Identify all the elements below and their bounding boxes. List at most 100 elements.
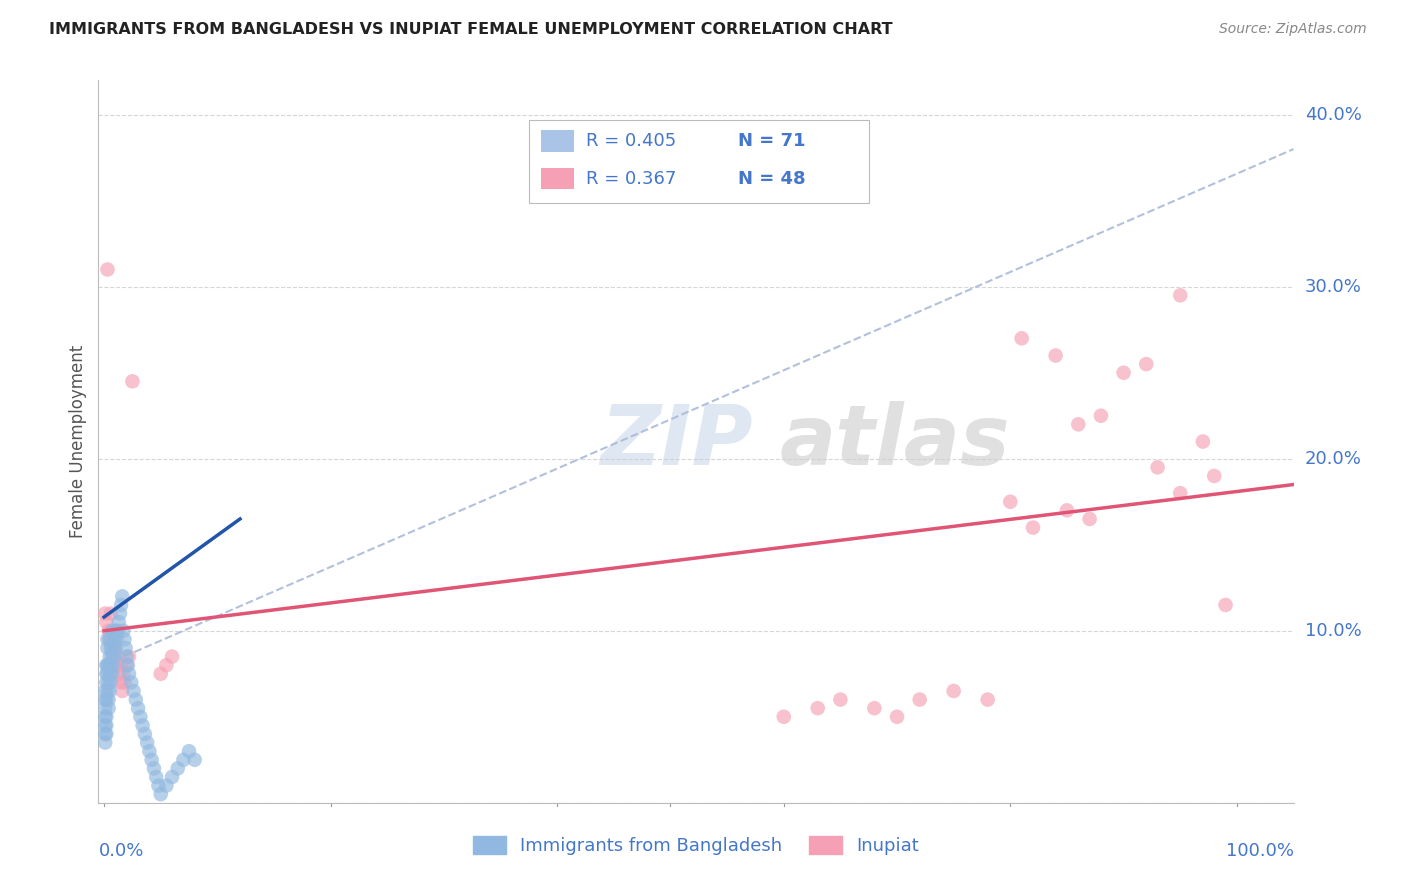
Point xyxy=(142,761,165,775)
Point xyxy=(101,658,124,673)
Point xyxy=(101,624,124,638)
Point xyxy=(183,753,205,767)
Point xyxy=(96,658,118,673)
Point xyxy=(134,727,156,741)
Point xyxy=(172,753,194,767)
Text: 30.0%: 30.0% xyxy=(1305,277,1361,296)
Point xyxy=(100,607,122,621)
Point xyxy=(1067,417,1090,432)
Point xyxy=(118,649,141,664)
Text: N = 71: N = 71 xyxy=(738,132,806,150)
Text: IMMIGRANTS FROM BANGLADESH VS INUPIAT FEMALE UNEMPLOYMENT CORRELATION CHART: IMMIGRANTS FROM BANGLADESH VS INUPIAT FE… xyxy=(49,22,893,37)
Point xyxy=(96,675,118,690)
Point xyxy=(120,675,142,690)
Point xyxy=(121,375,143,389)
Point xyxy=(107,649,129,664)
Point xyxy=(114,640,136,655)
Point xyxy=(1146,460,1168,475)
Point xyxy=(1168,288,1191,302)
Point xyxy=(115,649,138,664)
Point xyxy=(1045,349,1067,363)
Point xyxy=(103,649,125,664)
Point xyxy=(104,640,127,655)
Legend: Immigrants from Bangladesh, Inupiat: Immigrants from Bangladesh, Inupiat xyxy=(465,829,927,863)
Point xyxy=(96,640,118,655)
Point xyxy=(101,640,124,655)
Point xyxy=(96,666,118,681)
Point xyxy=(1011,331,1033,345)
Point xyxy=(94,692,117,706)
Point xyxy=(908,692,931,706)
Point xyxy=(110,598,132,612)
Point xyxy=(1135,357,1157,371)
Text: ZIP: ZIP xyxy=(600,401,754,482)
Text: 0.0%: 0.0% xyxy=(98,842,143,860)
Point xyxy=(103,632,125,647)
Point xyxy=(110,675,132,690)
Point xyxy=(118,666,141,681)
Point xyxy=(97,675,120,690)
Point xyxy=(96,718,118,732)
Point xyxy=(96,727,118,741)
Point xyxy=(94,607,117,621)
Text: atlas: atlas xyxy=(779,401,1011,482)
Point xyxy=(122,684,145,698)
Point xyxy=(105,632,128,647)
Point xyxy=(149,787,172,801)
Point xyxy=(104,640,127,655)
Point xyxy=(129,710,152,724)
Point xyxy=(94,727,117,741)
Point xyxy=(115,658,138,673)
Point xyxy=(942,684,965,698)
Point xyxy=(127,701,149,715)
Bar xyxy=(541,168,574,189)
Point xyxy=(149,666,172,681)
Point xyxy=(155,658,177,673)
Point xyxy=(112,624,135,638)
FancyBboxPatch shape xyxy=(529,120,869,203)
Point xyxy=(94,718,117,732)
Point xyxy=(108,666,131,681)
Point xyxy=(1022,520,1045,534)
Point xyxy=(101,640,124,655)
Point xyxy=(96,684,118,698)
Text: R = 0.367: R = 0.367 xyxy=(586,169,676,187)
Point xyxy=(105,658,128,673)
Point xyxy=(145,770,167,784)
Point xyxy=(101,649,124,664)
Point xyxy=(98,632,121,647)
Point xyxy=(98,684,121,698)
Point xyxy=(100,640,122,655)
Point xyxy=(155,779,177,793)
Point xyxy=(96,692,118,706)
Point xyxy=(103,632,125,647)
Point xyxy=(166,761,188,775)
Point xyxy=(101,666,124,681)
Point xyxy=(98,632,121,647)
Point xyxy=(1078,512,1101,526)
Text: 100.0%: 100.0% xyxy=(1226,842,1294,860)
Point xyxy=(830,692,852,706)
Point xyxy=(96,615,118,630)
Point xyxy=(96,262,118,277)
Point xyxy=(1090,409,1112,423)
Point xyxy=(1204,469,1226,483)
Point xyxy=(138,744,160,758)
Point xyxy=(97,692,120,706)
Y-axis label: Female Unemployment: Female Unemployment xyxy=(69,345,87,538)
Point xyxy=(177,744,200,758)
Point xyxy=(100,658,122,673)
Point xyxy=(111,684,134,698)
Point xyxy=(112,666,135,681)
Point xyxy=(97,658,120,673)
Point xyxy=(160,770,183,784)
Point xyxy=(160,649,183,664)
Point xyxy=(125,692,148,706)
Point xyxy=(863,701,886,715)
Point xyxy=(94,735,117,749)
Text: N = 48: N = 48 xyxy=(738,169,806,187)
Bar xyxy=(541,130,574,152)
Point xyxy=(101,649,124,664)
Point xyxy=(1112,366,1135,380)
Text: Source: ZipAtlas.com: Source: ZipAtlas.com xyxy=(1219,22,1367,37)
